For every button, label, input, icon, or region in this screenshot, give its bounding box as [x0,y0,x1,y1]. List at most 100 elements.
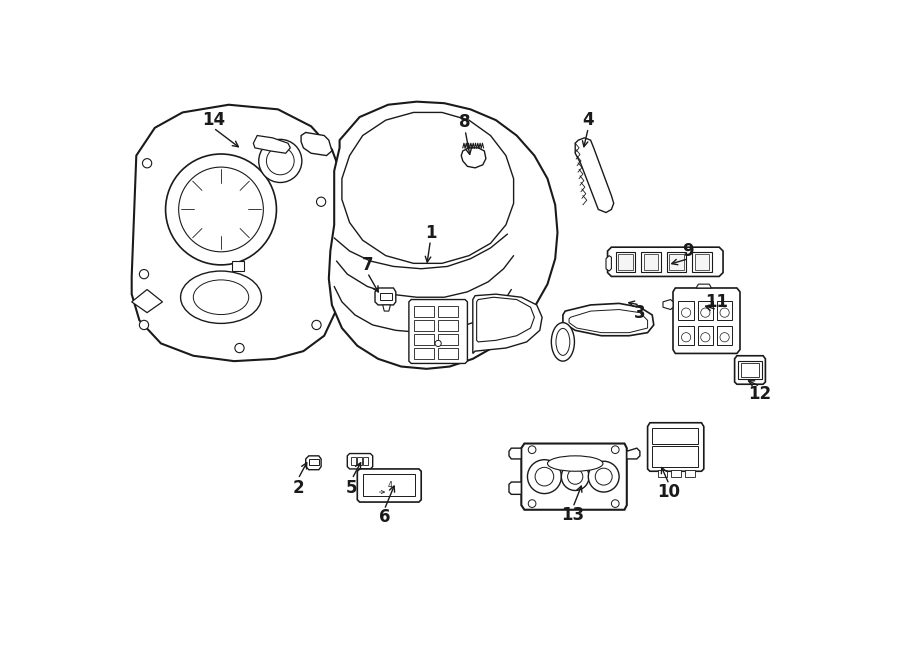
Polygon shape [648,423,704,471]
Ellipse shape [552,323,574,361]
Text: 2: 2 [292,479,304,497]
Bar [351,457,356,465]
Circle shape [140,270,148,279]
Text: 5: 5 [346,479,357,497]
Bar [618,254,633,270]
Text: 3: 3 [634,303,645,322]
Bar [698,301,713,321]
Polygon shape [363,475,415,496]
Bar [669,254,684,270]
Bar [413,334,434,345]
Polygon shape [652,428,698,444]
Circle shape [235,344,244,353]
Circle shape [701,332,710,342]
Text: 12: 12 [749,385,771,403]
Bar [413,348,434,359]
Bar [717,301,733,321]
Circle shape [536,467,554,486]
Circle shape [435,340,441,346]
Bar [642,252,661,272]
Polygon shape [375,288,396,305]
Polygon shape [575,138,614,213]
Polygon shape [652,446,698,467]
Bar [616,252,635,272]
Polygon shape [380,293,392,299]
Polygon shape [309,459,319,465]
Circle shape [266,147,294,175]
Polygon shape [232,261,244,271]
Circle shape [589,461,619,492]
Polygon shape [382,305,391,311]
Polygon shape [562,303,653,336]
Text: 6: 6 [379,508,390,526]
Polygon shape [461,148,486,168]
Bar [717,326,733,345]
Circle shape [720,308,729,317]
Bar [698,326,713,345]
Polygon shape [254,136,291,153]
Bar [438,307,458,317]
Circle shape [681,308,690,317]
Bar [438,321,458,331]
Bar [357,457,362,465]
Circle shape [528,500,536,508]
Circle shape [681,332,690,342]
Polygon shape [131,290,163,313]
Circle shape [179,167,264,252]
Polygon shape [477,297,535,342]
Text: 4: 4 [582,111,594,129]
Polygon shape [626,448,640,459]
Bar [413,307,434,317]
Circle shape [527,459,562,494]
Polygon shape [509,448,521,459]
Polygon shape [741,364,760,377]
Polygon shape [472,294,542,354]
Bar [695,254,709,270]
Bar [438,334,458,345]
Circle shape [720,332,729,342]
Text: 7: 7 [362,256,374,274]
Polygon shape [306,456,321,470]
Polygon shape [509,482,521,494]
Ellipse shape [194,280,248,315]
Bar [658,470,667,477]
Circle shape [595,468,612,485]
Circle shape [562,463,590,490]
Polygon shape [608,247,723,276]
Polygon shape [606,256,611,271]
Circle shape [312,321,321,330]
Polygon shape [734,356,765,384]
Polygon shape [738,361,761,379]
Circle shape [568,469,583,485]
Bar [679,326,694,345]
Circle shape [166,154,276,265]
Bar [438,348,458,359]
Polygon shape [302,132,332,155]
Bar [671,470,680,477]
Circle shape [317,143,326,153]
Bar [667,252,686,272]
Polygon shape [521,444,626,510]
Polygon shape [328,102,557,369]
Text: 14: 14 [202,111,225,129]
Polygon shape [696,284,712,288]
Text: 10: 10 [658,483,680,501]
Polygon shape [569,309,648,332]
Bar [644,254,659,270]
Text: 9: 9 [682,242,694,260]
Text: 13: 13 [562,506,584,524]
Bar [413,321,434,331]
Circle shape [701,308,710,317]
Ellipse shape [556,329,570,356]
Circle shape [258,139,302,182]
Bar [692,252,712,272]
Bar [364,457,368,465]
Ellipse shape [547,456,603,471]
Bar [679,301,694,321]
Text: 1: 1 [425,223,436,241]
Circle shape [140,321,148,330]
Polygon shape [347,453,373,469]
Circle shape [528,446,536,453]
Circle shape [142,159,152,168]
Polygon shape [342,112,514,263]
